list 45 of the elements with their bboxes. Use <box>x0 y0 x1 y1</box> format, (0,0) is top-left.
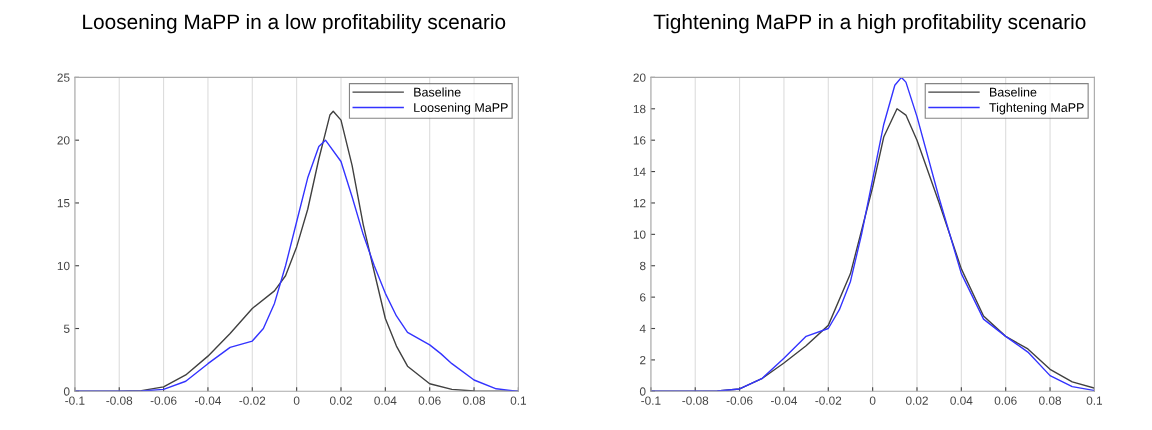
y-tick-label: 12 <box>633 198 646 208</box>
x-tick-label: 0.04 <box>950 396 973 405</box>
x-tick-label: 0.06 <box>994 396 1017 405</box>
legend-label: Loosening MaPP <box>414 102 508 115</box>
y-tick-label: 0 <box>639 387 646 396</box>
y-tick-label: 2 <box>640 355 646 365</box>
x-tick-label: 0.04 <box>374 396 397 405</box>
legend-label: Baseline <box>990 87 1037 97</box>
x-tick-label: 0.1 <box>510 396 527 405</box>
x-tick-label: -0.04 <box>771 396 798 405</box>
y-tick-label: 25 <box>57 73 70 82</box>
x-tick-label: -0.08 <box>106 396 133 405</box>
y-tick-label: 6 <box>640 293 646 302</box>
y-tick-label: 20 <box>633 73 646 82</box>
y-tick-label: 5 <box>63 324 70 333</box>
x-tick-label: -0.1 <box>641 396 661 405</box>
y-tick-label: 8 <box>639 261 646 271</box>
x-tick-label: 0 <box>869 396 876 405</box>
chart-title: Loosening MaPP in a low profitability scenario <box>83 13 506 34</box>
y-tick-label: 18 <box>633 104 646 114</box>
x-tick-label: 0.06 <box>418 396 441 405</box>
y-tick-label: 10 <box>57 261 70 271</box>
chart-title: Tightening MaPP in a high profitability scenario <box>653 13 1086 34</box>
y-tick-label: 4 <box>639 324 646 333</box>
y-tick-label: 14 <box>633 167 646 176</box>
y-tick-label: 10 <box>633 230 646 239</box>
x-tick-label: -0.02 <box>239 396 266 405</box>
x-tick-label: 0 <box>293 396 300 405</box>
x-tick-label: -0.04 <box>195 396 222 405</box>
x-tick-label: -0.08 <box>682 396 709 405</box>
x-tick-label: 0.02 <box>329 396 352 405</box>
legend-label: Tightening MaPP <box>989 102 1084 115</box>
legend-label: Baseline <box>414 87 461 97</box>
x-tick-label: 0.1 <box>1086 396 1103 405</box>
x-tick-label: 0.08 <box>463 396 486 405</box>
x-tick-label: -0.06 <box>726 396 753 405</box>
x-tick-label: 0.02 <box>905 396 928 405</box>
y-tick-label: 20 <box>57 136 70 145</box>
x-tick-label: -0.02 <box>815 396 842 405</box>
y-tick-label: 0 <box>63 387 70 396</box>
x-tick-label: 0.08 <box>1039 396 1062 405</box>
y-tick-label: 16 <box>633 136 646 145</box>
x-tick-label: -0.06 <box>150 396 177 405</box>
x-tick-label: -0.1 <box>65 396 85 405</box>
y-tick-label: 15 <box>57 199 70 208</box>
